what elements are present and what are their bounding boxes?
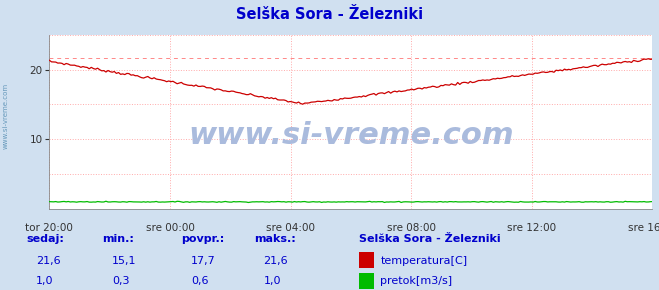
Text: sedaj:: sedaj:	[26, 234, 64, 244]
Text: sre 08:00: sre 08:00	[387, 223, 436, 233]
Text: Selška Sora - Železniki: Selška Sora - Železniki	[359, 234, 501, 244]
Text: 21,6: 21,6	[264, 256, 288, 266]
Text: povpr.:: povpr.:	[181, 234, 225, 244]
Text: tor 20:00: tor 20:00	[26, 223, 73, 233]
Text: temperatura[C]: temperatura[C]	[380, 256, 467, 266]
Text: sre 12:00: sre 12:00	[507, 223, 556, 233]
Text: 17,7: 17,7	[191, 256, 216, 266]
Text: 0,3: 0,3	[112, 276, 130, 286]
Text: 15,1: 15,1	[112, 256, 136, 266]
Text: www.si-vreme.com: www.si-vreme.com	[188, 121, 514, 150]
Text: Selška Sora - Železniki: Selška Sora - Železniki	[236, 7, 423, 22]
Text: sre 04:00: sre 04:00	[266, 223, 315, 233]
Text: sre 00:00: sre 00:00	[146, 223, 194, 233]
Text: 1,0: 1,0	[264, 276, 281, 286]
Text: 21,6: 21,6	[36, 256, 61, 266]
Text: maks.:: maks.:	[254, 234, 295, 244]
Text: 1,0: 1,0	[36, 276, 54, 286]
Text: pretok[m3/s]: pretok[m3/s]	[380, 276, 452, 286]
Text: 0,6: 0,6	[191, 276, 209, 286]
Text: www.si-vreme.com: www.si-vreme.com	[2, 83, 9, 149]
Text: sre 16:00: sre 16:00	[628, 223, 659, 233]
Text: min.:: min.:	[102, 234, 134, 244]
